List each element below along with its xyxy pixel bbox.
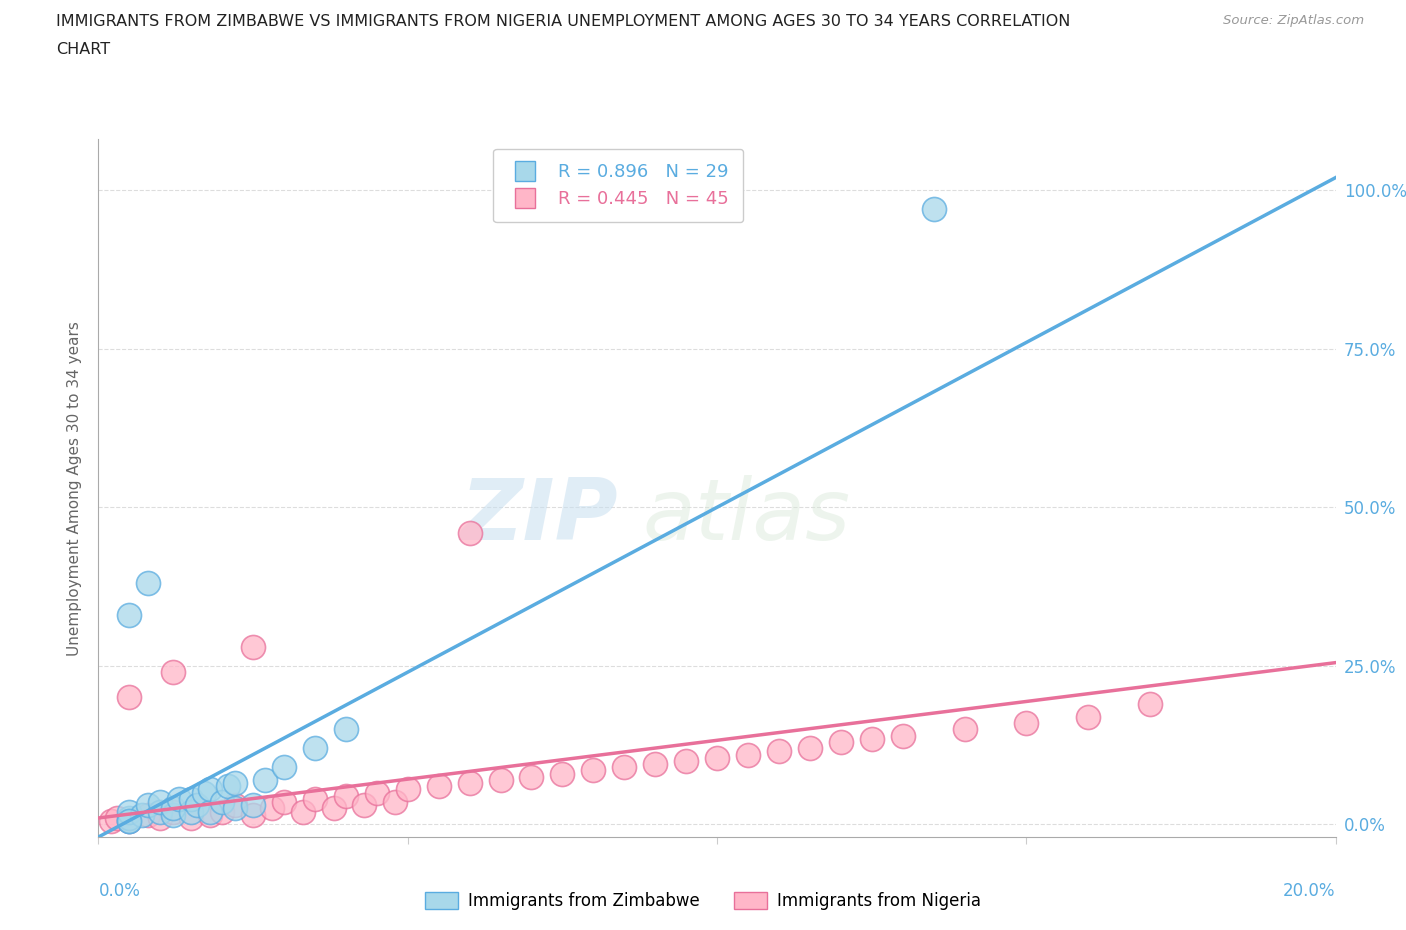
Point: [198, 804, 221, 819]
Point: [291, 804, 314, 819]
Point: [242, 807, 264, 822]
Point: [273, 794, 295, 809]
Legend: Immigrants from Zimbabwe, Immigrants from Nigeria: Immigrants from Zimbabwe, Immigrants fro…: [419, 885, 987, 917]
Point: [322, 801, 344, 816]
Text: IMMIGRANTS FROM ZIMBABWE VS IMMIGRANTS FROM NIGERIA UNEMPLOYMENT AMONG AGES 30 T: IMMIGRANTS FROM ZIMBABWE VS IMMIGRANTS F…: [56, 14, 1070, 29]
Point: [100, 814, 122, 829]
Point: [118, 607, 141, 622]
Point: [396, 782, 419, 797]
Point: [180, 791, 202, 806]
Point: [149, 811, 172, 826]
Point: [198, 807, 221, 822]
Point: [224, 798, 246, 813]
Point: [335, 722, 357, 737]
Point: [242, 639, 264, 654]
Point: [860, 731, 883, 746]
Legend: R = 0.896   N = 29, R = 0.445   N = 45: R = 0.896 N = 29, R = 0.445 N = 45: [494, 149, 744, 222]
Point: [118, 814, 141, 829]
Point: [613, 760, 636, 775]
Point: [149, 804, 172, 819]
Point: [520, 769, 543, 784]
Y-axis label: Unemployment Among Ages 30 to 34 years: Unemployment Among Ages 30 to 34 years: [66, 321, 82, 656]
Text: ZIP: ZIP: [460, 474, 619, 558]
Point: [118, 814, 141, 829]
Point: [180, 804, 202, 819]
Point: [105, 811, 128, 826]
Point: [162, 804, 184, 819]
Point: [353, 798, 375, 813]
Point: [366, 785, 388, 800]
Point: [224, 801, 246, 816]
Point: [1139, 697, 1161, 711]
Point: [953, 722, 976, 737]
Point: [118, 814, 141, 829]
Point: [273, 760, 295, 775]
Text: atlas: atlas: [643, 474, 851, 558]
Point: [254, 773, 277, 788]
Point: [211, 804, 233, 819]
Point: [384, 794, 406, 809]
Text: CHART: CHART: [56, 42, 110, 57]
Text: 0.0%: 0.0%: [98, 883, 141, 900]
Point: [582, 763, 605, 777]
Point: [922, 202, 945, 217]
Point: [458, 525, 481, 540]
Point: [149, 794, 172, 809]
Point: [551, 766, 574, 781]
Point: [118, 690, 141, 705]
Point: [118, 811, 141, 826]
Point: [427, 778, 450, 793]
Point: [304, 791, 326, 806]
Point: [136, 576, 159, 591]
Point: [768, 744, 790, 759]
Point: [136, 798, 159, 813]
Point: [891, 728, 914, 743]
Point: [162, 665, 184, 680]
Point: [198, 782, 221, 797]
Point: [644, 757, 666, 772]
Point: [260, 801, 283, 816]
Point: [489, 773, 512, 788]
Point: [335, 789, 357, 804]
Point: [211, 794, 233, 809]
Text: 20.0%: 20.0%: [1284, 883, 1336, 900]
Point: [242, 798, 264, 813]
Point: [1015, 715, 1038, 730]
Text: Source: ZipAtlas.com: Source: ZipAtlas.com: [1223, 14, 1364, 27]
Point: [224, 776, 246, 790]
Point: [131, 807, 153, 822]
Point: [136, 807, 159, 822]
Point: [217, 778, 239, 793]
Point: [1077, 709, 1099, 724]
Point: [193, 785, 215, 800]
Point: [162, 807, 184, 822]
Point: [180, 811, 202, 826]
Point: [706, 751, 728, 765]
Point: [737, 747, 759, 762]
Point: [186, 798, 208, 813]
Point: [118, 804, 141, 819]
Point: [458, 776, 481, 790]
Point: [675, 753, 697, 768]
Point: [304, 741, 326, 756]
Point: [799, 741, 821, 756]
Point: [162, 801, 184, 816]
Point: [830, 735, 852, 750]
Point: [167, 791, 190, 806]
